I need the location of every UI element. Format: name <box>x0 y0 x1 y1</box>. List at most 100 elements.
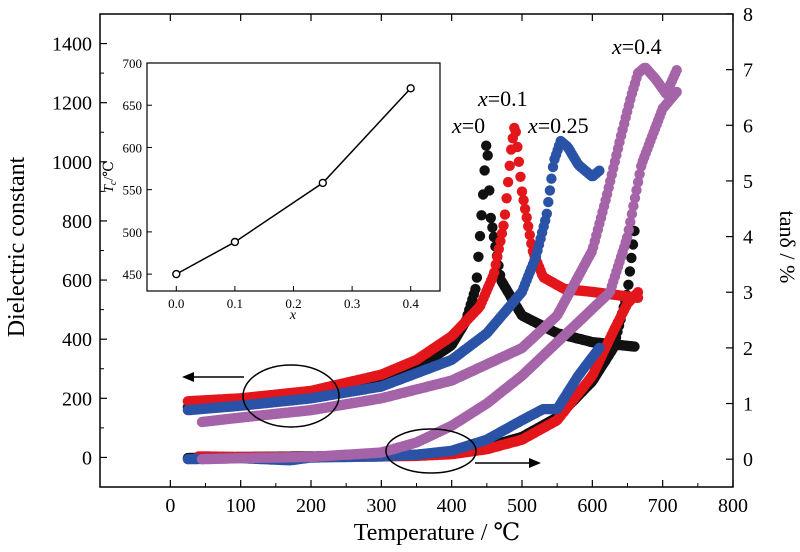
inset-y-tick-label: 500 <box>123 225 143 240</box>
tan_delta-point <box>594 342 605 354</box>
y-left-tick-label: 1400 <box>52 34 92 56</box>
main-data-layer <box>182 62 682 466</box>
y-right-tick-label: 5 <box>743 171 753 193</box>
dielectric-point <box>471 272 483 283</box>
svg-text:x=0: x=0 <box>451 113 485 138</box>
dielectric-point <box>473 251 484 262</box>
series-label-x0.1: x=0.1 <box>477 86 528 111</box>
svg-text:x=0.25: x=0.25 <box>527 113 589 138</box>
dielectric-point <box>516 186 528 197</box>
dielectric-point <box>499 209 511 220</box>
tan_delta-point <box>626 252 637 264</box>
inset-y-tick-label: 700 <box>123 56 143 71</box>
y-right-tick-label: 2 <box>743 338 753 360</box>
inset-x-tick-label: 0.4 <box>403 296 420 311</box>
x-tick-label: 200 <box>296 495 326 517</box>
y-right-tick-label: 7 <box>743 60 753 82</box>
inset-tc-point <box>172 269 181 279</box>
dielectric-point <box>523 221 534 232</box>
dielectric-point <box>490 259 501 270</box>
tan_delta-point <box>623 224 634 236</box>
inset-y-tick-label: 600 <box>123 140 143 155</box>
y-right-tick-label: 6 <box>743 115 753 137</box>
dielectric-point <box>518 195 529 206</box>
inset-data-layer <box>172 84 415 279</box>
dielectric-point <box>481 140 492 151</box>
series-label-x0.4: x=0.4 <box>611 34 662 59</box>
x-tick-label: 300 <box>366 495 396 517</box>
inset-tc-line <box>175 87 412 275</box>
inset-x-label: x <box>289 308 297 323</box>
dielectric-point <box>519 203 531 215</box>
inset-background <box>146 62 441 292</box>
dielectric-point <box>546 173 557 184</box>
tan_delta-point <box>623 279 634 290</box>
tan_delta-point <box>632 287 644 298</box>
dielectric-point <box>485 212 496 224</box>
left-arrow-head <box>182 372 194 382</box>
inset-y-tick-label: 450 <box>123 267 143 282</box>
y-right-tick-label: 8 <box>743 4 753 26</box>
dielectric-point <box>544 185 556 196</box>
inset-axis-ticks: 0.0 0.1 0.2 0.3 0.4 450 500 550 600 650 700 <box>123 56 420 311</box>
inset-x-tick-label: 0.0 <box>168 296 184 311</box>
inset-tc-point <box>406 84 415 93</box>
x-tick-label: 0 <box>165 495 175 517</box>
dielectric-point <box>501 193 512 204</box>
svg-text:x=0.4: x=0.4 <box>611 34 662 59</box>
dielectric-point <box>521 212 532 223</box>
dielectric-point <box>495 236 506 247</box>
tan_delta-point <box>631 185 642 196</box>
dielectric-point <box>512 141 523 153</box>
inset-tc-point <box>230 237 240 247</box>
tan_delta-point <box>634 169 645 180</box>
svg-text:x=0.1: x=0.1 <box>477 86 528 111</box>
dielectric-point <box>476 210 487 221</box>
y-axis-left-label: Dielectric constant <box>4 156 30 337</box>
tan_delta-point <box>624 266 636 277</box>
inset-y-label: Tc/℃ <box>102 161 119 193</box>
dielectric-point <box>482 150 493 161</box>
dielectric-point <box>493 243 504 255</box>
y-right-tick-label: 1 <box>743 394 753 416</box>
y-left-tick-label: 600 <box>62 270 92 292</box>
dielectric-point <box>479 165 490 176</box>
y-right-tick-label: 3 <box>743 282 753 304</box>
dielectric-point <box>502 176 514 188</box>
main-axis-ticks: 0 100 200 300 400 500 600 700 800020040060080010… <box>52 4 753 517</box>
dielectric-point <box>474 230 486 242</box>
y-axis-right-label: tanδ / % <box>775 211 800 284</box>
dielectric-point <box>492 251 503 263</box>
inset-x-tick-label: 0.2 <box>285 296 301 311</box>
dielectric-point <box>510 126 521 138</box>
x-tick-label: 600 <box>577 495 607 517</box>
dielectric-point <box>671 65 682 76</box>
tan_delta-point <box>632 177 644 188</box>
right-arrow-head <box>529 458 541 468</box>
dielectric-point <box>487 222 498 233</box>
x-axis-label: Temperature / ℃ <box>354 520 520 546</box>
dielectric-point <box>543 196 554 208</box>
inset-x-tick-label: 0.3 <box>344 296 360 311</box>
y-right-tick-label: 4 <box>743 227 753 249</box>
dielectric-point <box>513 156 525 167</box>
left-axis-indicator-ellipse <box>242 364 340 428</box>
y-left-tick-label: 1200 <box>52 93 92 115</box>
tan_delta-point <box>626 208 638 220</box>
dielectric-point <box>489 267 500 278</box>
dielectric-point <box>498 220 509 231</box>
dielectric-point <box>541 208 552 219</box>
y-right-tick-label: 0 <box>743 449 753 471</box>
dielectric-point <box>496 228 508 239</box>
inset-tc-point <box>318 178 327 188</box>
dielectric-point <box>524 229 535 241</box>
y-left-tick-label: 800 <box>62 211 92 233</box>
x-tick-label: 800 <box>718 495 748 517</box>
dielectric-point <box>515 171 526 182</box>
dielectric-point <box>629 341 640 352</box>
dielectric-point <box>504 160 515 171</box>
dielectric-point <box>484 185 495 196</box>
tan_delta-point <box>625 216 636 228</box>
tan_delta-point <box>671 86 682 98</box>
